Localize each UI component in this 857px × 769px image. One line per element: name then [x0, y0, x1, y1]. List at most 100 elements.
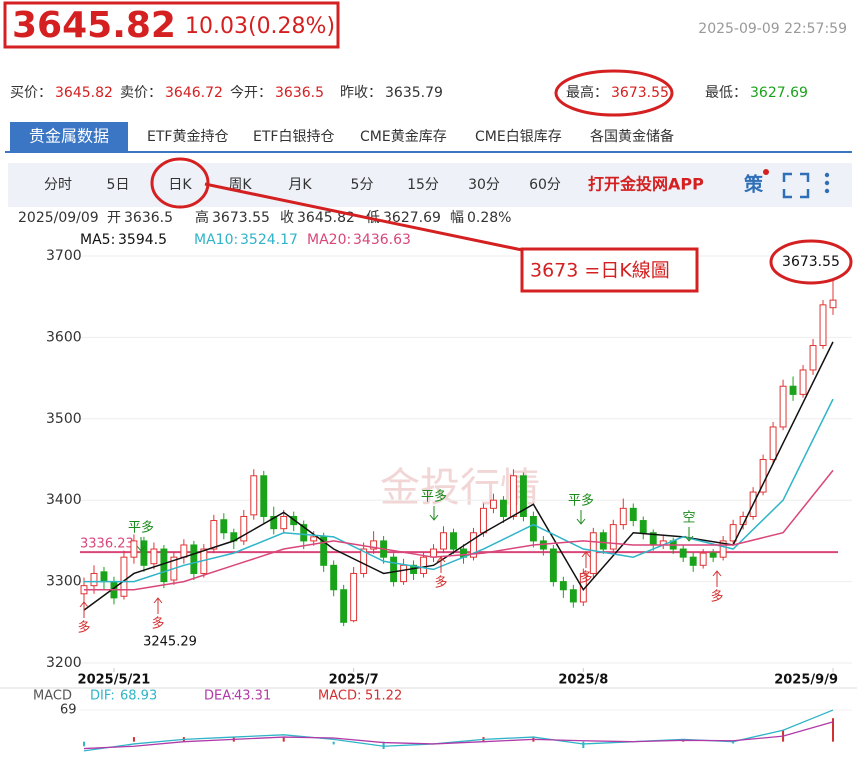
info-label: 高	[195, 209, 209, 226]
candle-body	[150, 548, 158, 565]
signal-arrow	[429, 506, 439, 521]
info-label: 幅	[450, 210, 464, 226]
candle-body	[370, 540, 378, 550]
candle-body	[779, 385, 787, 428]
candle-body	[100, 571, 108, 583]
signal-arrow	[712, 570, 722, 587]
candle-body	[559, 581, 567, 591]
signal-arrow	[436, 556, 446, 573]
callout-box	[520, 247, 699, 293]
macd-legend-value: 43.31	[234, 689, 271, 704]
macd-bar	[732, 741, 735, 744]
candle-body	[769, 426, 777, 461]
tab[interactable]: CME白银库存	[475, 129, 562, 145]
legend-label: MA20:	[307, 232, 351, 248]
candle-body	[120, 556, 128, 597]
quote-value: 3627.69	[750, 85, 808, 101]
period-tab[interactable]: 15分	[407, 177, 439, 193]
candle-body	[280, 515, 288, 530]
info-value: 0.28%	[467, 210, 511, 226]
signal-arrow	[136, 537, 146, 552]
candle-body	[689, 556, 697, 566]
candle-body	[589, 532, 597, 574]
strategy-icon[interactable]: 策	[744, 173, 764, 196]
macd-bar	[332, 741, 335, 745]
candle-body	[450, 532, 457, 550]
quote-value: 3645.82	[55, 85, 113, 101]
candle-body	[390, 556, 398, 583]
legend-label: MA10:	[194, 232, 238, 248]
legend-value: 3594.5	[118, 232, 167, 248]
period-tab[interactable]: 60分	[529, 177, 561, 193]
candle-body	[819, 304, 827, 347]
period-tab[interactable]: 分时	[44, 177, 72, 193]
candle-body	[529, 515, 537, 542]
y-tick-label: 3600	[46, 329, 82, 345]
signal-arrow	[153, 597, 163, 614]
candle-body	[809, 345, 817, 371]
period-tab[interactable]: 日K	[168, 177, 192, 193]
period-tab[interactable]: 5日	[107, 177, 130, 193]
tab[interactable]: CME黄金库存	[360, 128, 447, 145]
tab[interactable]: 贵金属数据	[29, 127, 109, 146]
tab[interactable]: ETF黄金持仓	[147, 128, 228, 145]
y-tick-label: 3500	[46, 411, 82, 427]
low-label: 3245.29	[143, 635, 197, 650]
candle-body	[639, 520, 647, 534]
info-line: 2025/09/09 开 3636.5 高 3673.55 收 3645.82 …	[18, 209, 511, 226]
highlight-circle	[150, 157, 210, 209]
candle-body	[140, 540, 148, 566]
ma-line	[83, 341, 834, 611]
quote-row: 买价： 3645.82 卖价： 3646.72 今开： 3636.5 昨收： 3…	[10, 69, 808, 117]
callout-text: 3673 =日K線圖	[530, 260, 670, 282]
signal-arrow	[79, 601, 89, 618]
candle-body	[709, 552, 717, 558]
candle-body	[579, 572, 587, 603]
signal-label: 多	[151, 616, 164, 632]
period-tab[interactable]: 月K	[288, 177, 312, 193]
quote-label: 最高：	[566, 84, 608, 101]
candle-body	[260, 475, 268, 517]
candle-body	[789, 385, 797, 395]
y-tick-label: 3200	[46, 655, 82, 671]
quote-label: 今开：	[230, 85, 272, 101]
candle-body	[160, 548, 168, 583]
app-link[interactable]: 打开金投网APP	[588, 175, 704, 194]
legend-label: MA5:	[80, 232, 115, 248]
quote-label: 昨收：	[340, 85, 382, 101]
tab[interactable]: 各国黄金储备	[590, 128, 674, 145]
candle-body	[210, 520, 218, 550]
candle-body	[699, 552, 707, 566]
x-tick-label: 2025/9/9	[774, 673, 838, 688]
y-tick-label: 3700	[46, 248, 82, 264]
signal-arrow	[684, 527, 694, 542]
macd-legend-value: 51.22	[365, 689, 402, 704]
fullscreen-icon[interactable]	[782, 172, 810, 199]
candle-body	[519, 475, 527, 517]
x-tick-label: 2025/7	[329, 673, 379, 688]
candle-body	[310, 536, 318, 542]
macd-legend-value: 68.93	[120, 689, 157, 704]
ma-line	[84, 469, 834, 591]
quote-label: 最低：	[705, 85, 747, 101]
more-icon[interactable]	[824, 172, 830, 194]
period-tab[interactable]: 30分	[468, 177, 500, 193]
macd-legend-label: MACD:	[318, 689, 361, 704]
candle-body	[320, 536, 328, 566]
tab-bar: 贵金属数据 ETF黄金持仓 ETF白银持仓 CME黄金库存 CME白银库存 各国黄金储备	[10, 122, 674, 152]
tab-active-bg	[10, 122, 128, 152]
tab[interactable]: ETF白银持仓	[253, 129, 334, 145]
quote-value: 3673.55	[611, 85, 669, 101]
macd-bar	[132, 737, 135, 742]
signal-label: 多	[77, 620, 90, 636]
candle-body	[480, 507, 487, 534]
last-price: 3645.82	[12, 5, 176, 46]
legend-value: 3524.17	[240, 232, 298, 248]
period-tab[interactable]: 5分	[351, 177, 374, 193]
y-tick-label: 3400	[46, 492, 82, 508]
price-change: 10.03(0.28%)	[185, 14, 335, 39]
